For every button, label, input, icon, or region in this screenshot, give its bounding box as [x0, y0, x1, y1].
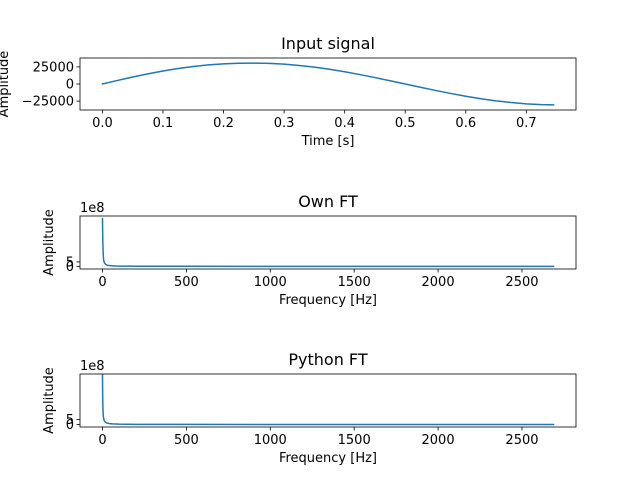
y-axis-label: Amplitude: [42, 367, 57, 434]
x-tick-label: 0: [98, 275, 106, 290]
y-tick-label: 5: [66, 255, 74, 270]
y-offset-text: 1e8: [80, 359, 105, 374]
x-tick-label: 500: [174, 275, 199, 290]
x-tick-label: 0.6: [455, 116, 476, 131]
x-tick-label: 0: [98, 433, 106, 448]
x-tick-label: 1500: [338, 433, 371, 448]
x-tick-label: 1000: [254, 275, 287, 290]
y-offset-text: 1e8: [80, 201, 105, 216]
series-line-1: [101, 374, 555, 426]
x-axis-label: Time [s]: [301, 134, 355, 149]
subplot-title: Python FT: [288, 350, 367, 369]
x-tick-label: 500: [174, 433, 199, 448]
x-tick-label: 0.0: [92, 116, 113, 131]
x-tick-label: 2000: [422, 275, 455, 290]
x-tick-label: 0.5: [395, 116, 416, 131]
x-tick-label: 2500: [505, 275, 538, 290]
x-tick-label: 0.2: [213, 116, 234, 131]
x-tick-label: 0.3: [274, 116, 295, 131]
subplot-title: Own FT: [298, 192, 358, 211]
x-tick-label: 0.4: [334, 116, 355, 131]
y-tick-label: 25000: [33, 60, 74, 75]
axes-frame: [79, 373, 577, 428]
x-tick-label: 0.7: [516, 116, 537, 131]
y-tick-label: 0: [66, 260, 74, 275]
y-axis-label: Amplitude: [42, 209, 57, 276]
x-tick-label: 1500: [338, 275, 371, 290]
series-line-1: [101, 62, 555, 106]
series-line-1: [101, 217, 555, 268]
x-tick-label: 1000: [254, 433, 287, 448]
y-tick-label: 5: [66, 413, 74, 428]
x-tick-label: 2000: [422, 433, 455, 448]
x-tick-label: 0.1: [153, 116, 174, 131]
axes-frame: [79, 215, 577, 270]
x-tick-label: 2500: [505, 433, 538, 448]
y-axis-label: Amplitude: [0, 51, 12, 118]
y-tick-label: 0: [66, 418, 74, 433]
y-tick-label: −25000: [22, 95, 74, 110]
subplot-1: 0.0 0.1 0.2 0.3 0.4 0.5 0.6 0.7 −25000 0 25000 Inpu…: [0, 34, 577, 149]
y-tick-label: 0: [66, 78, 74, 93]
x-axis-label: Frequency [Hz]: [279, 293, 377, 308]
subplot-title: Input signal: [281, 34, 375, 53]
x-axis-label: Frequency [Hz]: [279, 451, 377, 466]
